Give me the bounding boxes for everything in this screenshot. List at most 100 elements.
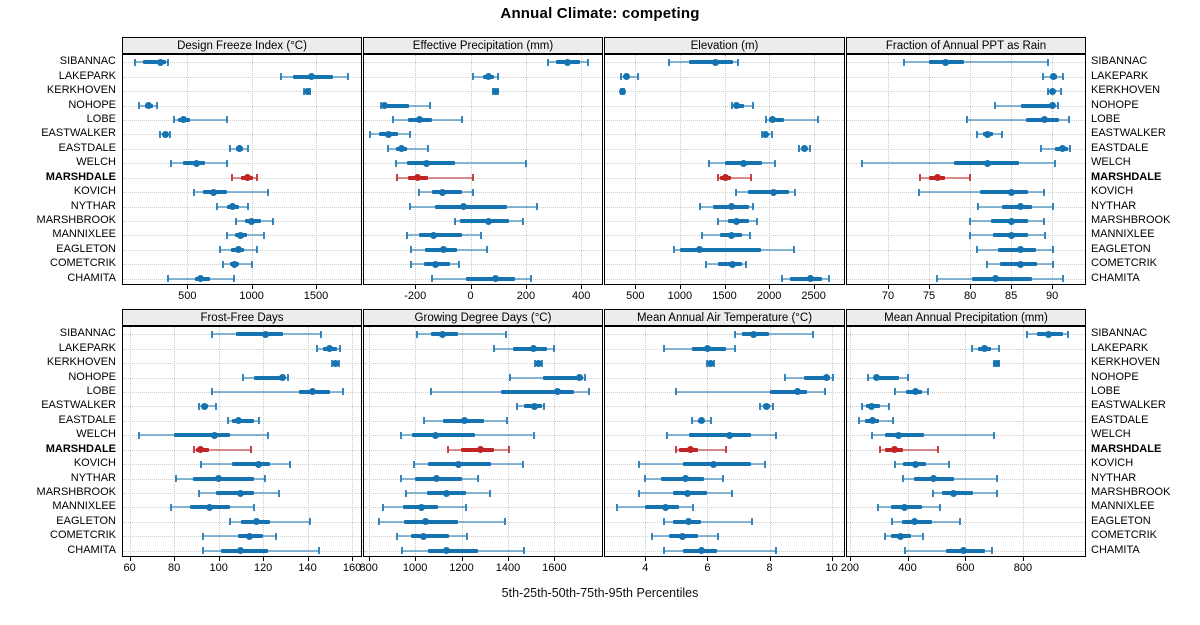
gridline-horizontal xyxy=(605,478,844,480)
x-tick-label: 1400 xyxy=(495,562,521,574)
median-dot xyxy=(331,359,339,367)
median-dot xyxy=(237,547,245,555)
gridline-horizontal xyxy=(847,348,1085,350)
whisker-cap xyxy=(418,188,421,196)
site-label-left: EASTDALE xyxy=(58,141,116,154)
gridline-horizontal xyxy=(605,507,844,509)
whisker-cap xyxy=(202,532,205,540)
whisker-cap xyxy=(396,174,399,182)
gridline-vertical xyxy=(251,55,253,284)
median-dot xyxy=(762,402,770,410)
median-dot xyxy=(1016,246,1024,254)
whisker-cap xyxy=(381,503,384,511)
site-label-right: MARSHBROOK xyxy=(1091,486,1171,499)
whisker-cap xyxy=(991,547,994,555)
gridline-horizontal xyxy=(364,406,602,408)
gridline-horizontal xyxy=(364,507,602,509)
interquartile-bar xyxy=(403,519,458,524)
whisker-cap xyxy=(1042,217,1045,225)
whisker-cap xyxy=(707,159,710,167)
gridline-horizontal xyxy=(364,177,602,179)
panel-header: Fraction of Annual PPT as Rain xyxy=(846,37,1086,54)
median-dot xyxy=(1008,188,1016,196)
whisker-cap xyxy=(884,532,887,540)
interquartile-bar xyxy=(142,60,167,65)
whisker-cap xyxy=(458,260,461,268)
whisker-cap xyxy=(1047,58,1050,66)
median-dot xyxy=(950,489,958,497)
whisker-cap xyxy=(619,73,622,81)
median-dot xyxy=(563,58,571,66)
gridline-vertical xyxy=(965,327,967,556)
site-label-right: MARSHDALE xyxy=(1091,442,1162,455)
median-dot xyxy=(248,217,256,225)
median-dot xyxy=(911,388,919,396)
whisker-cap xyxy=(894,460,897,468)
whisker-cap xyxy=(879,446,882,454)
whisker-cap xyxy=(197,402,200,410)
median-dot xyxy=(895,431,903,439)
median-dot xyxy=(910,518,918,526)
median-dot xyxy=(980,345,988,353)
gridline-horizontal xyxy=(605,363,844,365)
gridline-horizontal xyxy=(123,348,361,350)
x-tick-label: 85 xyxy=(1005,290,1018,302)
interquartile-bar xyxy=(769,389,807,394)
percentile-whisker xyxy=(676,390,826,393)
median-dot xyxy=(728,231,736,239)
gridline-horizontal xyxy=(123,406,361,408)
whisker-cap xyxy=(765,116,768,124)
site-label-left: LAKEPARK xyxy=(58,69,116,82)
whisker-cap xyxy=(858,417,861,425)
x-tick-label: -200 xyxy=(404,290,427,302)
gridline-vertical xyxy=(929,55,931,284)
whisker-cap xyxy=(379,102,382,110)
whisker-cap xyxy=(971,345,974,353)
site-label-right: NOHOPE xyxy=(1091,98,1139,111)
gridline-horizontal xyxy=(605,134,844,136)
gridline-horizontal xyxy=(364,62,602,64)
site-label-left: WELCH xyxy=(76,428,116,441)
whisker-cap xyxy=(225,116,228,124)
median-dot xyxy=(1049,102,1057,110)
whisker-cap xyxy=(229,145,232,153)
panel-header: Elevation (m) xyxy=(604,37,845,54)
gridline-horizontal xyxy=(605,148,844,150)
median-dot xyxy=(896,532,904,540)
median-dot xyxy=(308,388,316,396)
percentile-whisker xyxy=(663,549,776,552)
whisker-cap xyxy=(134,58,137,66)
median-dot xyxy=(461,417,469,425)
whisker-cap xyxy=(662,518,665,526)
site-label-right: MARSHBROOK xyxy=(1091,214,1171,227)
site-label-right: LOBE xyxy=(1091,112,1121,125)
gridline-horizontal xyxy=(605,91,844,93)
whisker-cap xyxy=(725,446,728,454)
whisker-cap xyxy=(774,159,777,167)
whisker-cap xyxy=(266,431,269,439)
interquartile-bar xyxy=(688,433,751,438)
whisker-cap xyxy=(824,388,827,396)
x-axis-tick xyxy=(263,557,265,561)
median-dot xyxy=(576,374,584,382)
median-dot xyxy=(200,402,208,410)
gridline-horizontal xyxy=(605,334,844,336)
x-axis-tick xyxy=(970,285,972,289)
whisker-cap xyxy=(266,188,269,196)
x-tick-label: 600 xyxy=(956,562,975,574)
whisker-cap xyxy=(253,503,256,511)
median-dot xyxy=(911,460,919,468)
gridline-vertical xyxy=(635,55,637,284)
panel-plot xyxy=(122,326,362,557)
whisker-cap xyxy=(412,460,415,468)
whisker-cap xyxy=(996,475,998,483)
whisker-cap xyxy=(1061,73,1064,81)
whisker-cap xyxy=(675,446,678,454)
whisker-cap xyxy=(523,547,526,555)
whisker-cap xyxy=(1051,203,1054,211)
panel-plot xyxy=(604,54,845,285)
x-tick-label: 1500 xyxy=(303,290,329,302)
whisker-cap xyxy=(168,130,171,138)
median-dot xyxy=(237,231,245,239)
whisker-cap xyxy=(969,217,972,225)
